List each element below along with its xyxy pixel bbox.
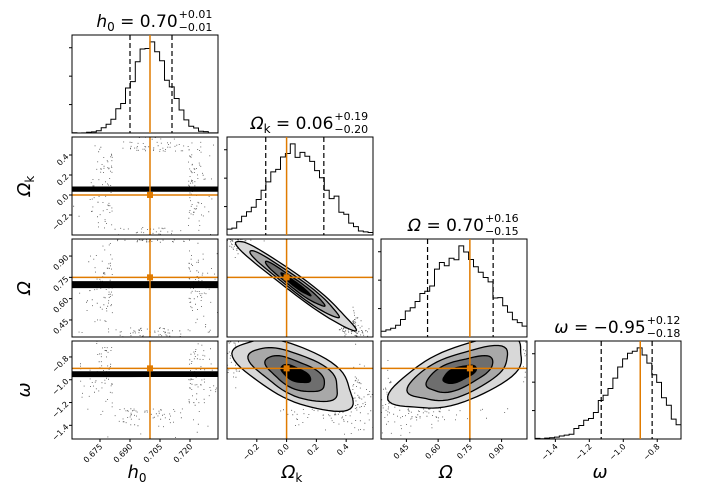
x-tick-label: 0.45 [392,442,411,461]
contour-level-4 [72,187,218,191]
scatter-panel-w-vs-ok [226,340,374,440]
contour-level-4 [72,372,218,376]
scatter-panel-ok-vs-h0: −0.2 0.0 0.2 0.4 [50,136,219,236]
panel-frame [71,340,219,440]
y-tick-label: 0.75 [52,275,71,294]
error-plus-w: +0.12 [647,314,681,327]
truth-marker [147,274,153,281]
x-tick-label: 0.75 [455,442,474,461]
y-tick-label: −1.0 [50,377,70,397]
y-tick-label: −0.2 [50,212,70,232]
scatter-points [73,137,218,235]
y-axis-label-ok: Ωk [14,176,37,198]
x-tick-label: 0.90 [487,442,506,461]
histogram-steps [71,41,219,134]
hist-panel-om: Ω = 0.70 +0.16−0.15 [378,212,528,338]
y-tick-label: −1.2 [50,400,70,420]
y-tick-label: 0.90 [52,253,71,272]
y-tick-label: −0.8 [50,354,70,374]
y-tick-label: 0.2 [55,172,70,187]
histogram-steps [534,347,682,440]
error-minus-h0: −0.01 [179,21,213,34]
x-axis-label-om: Ω [438,462,453,483]
y-axis-label-om: Ω [14,281,35,296]
panel-title-ok: Ωk = 0.06 [250,114,334,136]
y-tick-label: 0.45 [52,317,71,336]
x-tick-label: −1.2 [574,442,594,462]
hist-panel-w: ω = −0.95 +0.12−0.18 [532,314,682,440]
x-axis-label-h0: h0 [127,462,146,485]
y-axis-label-w: ω [14,382,35,397]
x-tick-label: 0.705 [142,442,165,465]
panel-frame [71,136,219,236]
x-tick-label: 0.675 [82,442,105,465]
contour-level-3 [72,372,218,376]
panel-frame [226,238,374,338]
panel-title-w: ω = −0.95 [554,318,645,338]
x-tick-label: 0.4 [335,442,350,457]
hist-frame [226,136,374,236]
hist-panel-h0: h0 = 0.70 +0.01−0.01 [69,8,219,134]
error-plus-h0: +0.01 [179,8,213,21]
x-tick-label: −1.4 [540,442,560,462]
error-minus-om: −0.15 [485,225,519,238]
truth-marker [283,274,290,281]
error-minus-ok: −0.20 [334,123,368,136]
x-tick-label: 0.60 [424,442,443,461]
panel-frame [380,340,528,440]
y-tick-label: −1.4 [50,422,70,442]
y-tick-label: 0.4 [55,152,70,167]
scatter-panel-om-vs-ok [226,238,374,338]
x-axis-label-w: ω [592,462,607,483]
hist-frame [534,340,682,440]
hist-frame [380,238,528,338]
truth-marker [283,365,290,372]
x-axis-label-ok: Ωk [281,462,303,485]
histogram-steps [380,245,528,337]
panel-frame [226,340,374,440]
hist-panel-ok: Ωk = 0.06 +0.19−0.20 [224,110,374,236]
error-minus-w: −0.18 [647,327,681,340]
scatter-panel-w-vs-om [380,340,528,440]
truth-marker [147,192,153,198]
panel-title-om: Ω = 0.70 [407,216,484,236]
x-tick-label: −0.2 [241,442,261,462]
truth-marker [466,365,473,372]
error-plus-om: +0.16 [485,212,519,225]
x-tick-label: 0.720 [172,442,195,465]
contour-level-4 [72,283,218,286]
hist-frame [71,34,219,134]
scatter-panel-om-vs-h0: 0.45 0.60 0.75 0.90 [52,238,219,338]
x-tick-label: −1.0 [608,442,628,462]
histogram-steps [226,143,374,235]
panel-title-h0: h0 = 0.70 [96,12,177,34]
x-tick-label: 0.0 [276,442,291,457]
y-tick-label: 0.60 [52,296,71,315]
y-tick-label: 0.0 [55,192,70,207]
x-tick-label: 0.2 [305,442,320,457]
x-tick-label: −0.8 [642,442,662,462]
error-plus-ok: +0.19 [334,110,368,123]
truth-marker [147,365,153,372]
panel-frame [71,238,219,338]
